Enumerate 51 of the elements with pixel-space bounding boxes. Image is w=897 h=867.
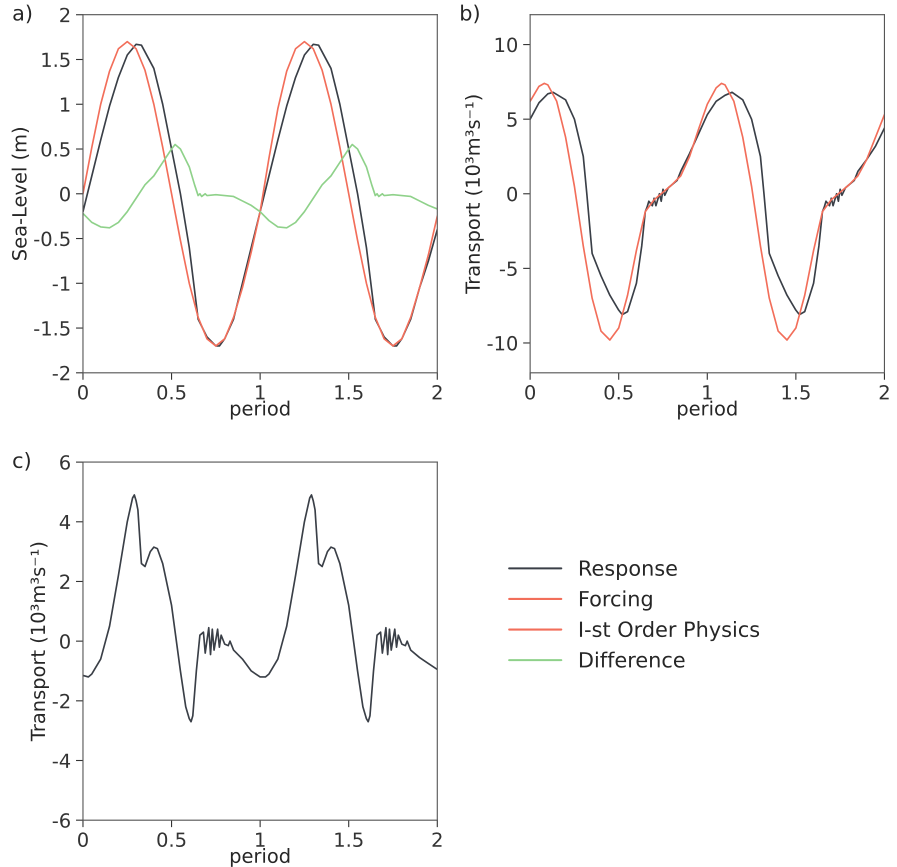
x-tick-label: 2 [432, 832, 442, 847]
line-series [82, 494, 438, 723]
x-axis-title: period [678, 400, 736, 420]
legend-label: Response [580, 560, 677, 580]
x-tick-label: 0.5 [157, 384, 186, 400]
x-tick-label: 1 [703, 385, 712, 400]
y-tick-label: -2 [52, 694, 70, 708]
x-tick-label: 1.5 [335, 832, 362, 848]
x-tick-label: 0.5 [157, 832, 186, 848]
y-axis-title: Sea-Level (m) [12, 128, 29, 260]
y-tick-label: 4 [60, 515, 70, 530]
y-tick-label: 6 [60, 455, 70, 470]
y-tick-label: 0 [507, 186, 518, 202]
x-tick-label: 2 [432, 384, 442, 400]
y-tick-label: 2 [60, 574, 70, 589]
chart-title: c) [13, 452, 30, 471]
y-axis-title: Transport (10³m³s⁻¹) [464, 95, 484, 294]
y-tick-label: -6 [52, 813, 70, 828]
y-tick-label: 1 [60, 97, 70, 112]
chart-title: a) [13, 4, 32, 24]
y-tick-label: 5 [507, 112, 517, 127]
y-tick-label: -5 [500, 262, 517, 276]
text: I-st Order Physics [580, 621, 760, 642]
y-tick-label: -2 [52, 366, 70, 380]
chart-title: b) [461, 4, 479, 24]
x-tick-label: 1 [256, 385, 265, 400]
x-tick-label: 0 [78, 384, 88, 400]
x-tick-label: 0.5 [604, 384, 632, 400]
x-axis-title: period [230, 400, 290, 420]
y-tick-label: -10 [488, 336, 518, 351]
y-tick-label: -1 [52, 276, 70, 291]
x-tick-label: 0 [525, 384, 536, 400]
y-tick-label: 0 [60, 634, 70, 649]
y-tick-label: -0.5 [34, 231, 70, 246]
x-tick-label: 1 [256, 832, 265, 847]
y-tick-label: 0 [60, 186, 70, 202]
x-tick-label: 0 [78, 832, 88, 848]
y-tick-label: 1.5 [42, 52, 70, 68]
x-tick-label: 1.5 [335, 385, 362, 400]
legend-label: Forcing [580, 590, 652, 611]
y-tick-label: 2 [60, 8, 70, 22]
y-tick-label: 0.5 [42, 142, 70, 157]
legend-label: Difference [580, 652, 685, 668]
y-axis-title: Transport (10³m³s⁻¹) [30, 542, 49, 742]
y-tick-label: -1.5 [34, 321, 70, 336]
x-tick-label: 1.5 [782, 385, 810, 400]
x-tick-label: 2 [880, 384, 889, 400]
x-axis-title: period [230, 848, 290, 867]
y-tick-label: 10 [496, 38, 518, 52]
y-tick-label: -4 [52, 754, 70, 768]
line-series [82, 144, 438, 229]
